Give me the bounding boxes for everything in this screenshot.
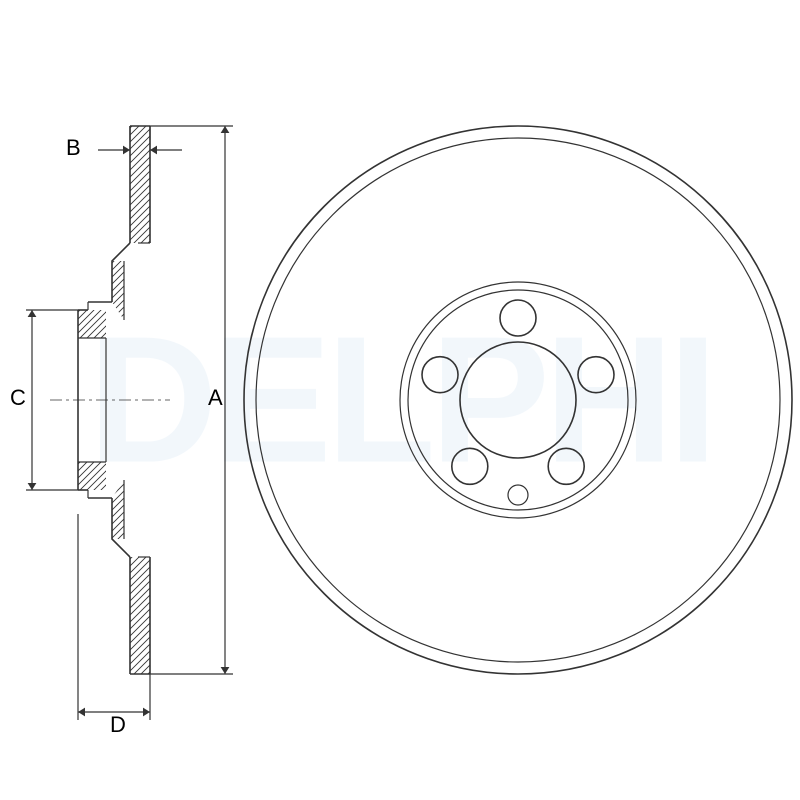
svg-text:A: A bbox=[208, 385, 223, 410]
svg-text:B: B bbox=[66, 135, 81, 160]
svg-text:C: C bbox=[10, 385, 26, 410]
dimensions: A B C D bbox=[10, 126, 233, 737]
svg-text:D: D bbox=[110, 712, 126, 737]
side-section-view bbox=[0, 106, 320, 694]
front-view bbox=[244, 126, 792, 674]
technical-drawing: A B C D bbox=[0, 0, 800, 800]
